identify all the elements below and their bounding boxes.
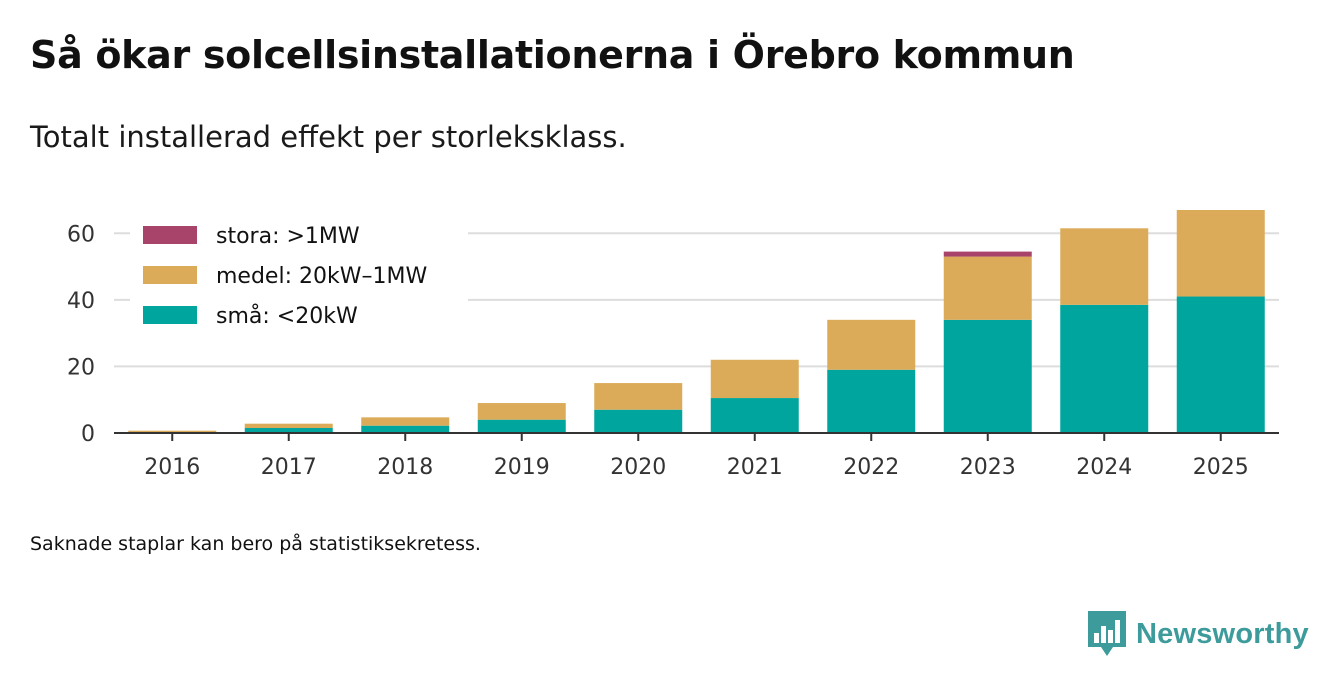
footnote: Saknade staplar kan bero på statistiksek… xyxy=(30,533,481,555)
bar-medel-2017 xyxy=(244,423,333,429)
legend-label-stora: stora: >1MW xyxy=(216,224,360,249)
bar-sma-2018 xyxy=(361,425,450,433)
x-tick-label: 2019 xyxy=(494,455,550,480)
y-tick-label: 20 xyxy=(67,355,95,380)
y-tick-label: 0 xyxy=(81,422,95,447)
bar-medel-2023 xyxy=(943,256,1032,320)
bar-sma-2022 xyxy=(827,369,916,433)
bar-medel-2025 xyxy=(1176,209,1265,297)
legend-swatch-stora xyxy=(143,226,197,244)
stacked-bar-chart: 0 20 40 60 2016 2017 2018 2019 2020 2021 2022 2023 2… xyxy=(67,209,1279,480)
bar-stora-2023 xyxy=(943,251,1032,257)
chart-title: Så ökar solcellsinstallationerna i Örebr… xyxy=(30,33,1075,77)
bar-medel-2016 xyxy=(128,430,217,433)
bar-medel-2024 xyxy=(1060,228,1149,305)
bar-sma-2021 xyxy=(710,398,799,433)
x-tick-label: 2023 xyxy=(960,455,1016,480)
legend-swatch-sma xyxy=(143,306,197,324)
brand-logo: Newsworthy xyxy=(1088,610,1309,658)
x-tick-label: 2025 xyxy=(1193,455,1249,480)
y-tick-label: 60 xyxy=(67,222,95,247)
bar-medel-2021 xyxy=(710,359,799,399)
brand-name: Newsworthy xyxy=(1136,617,1309,650)
x-tick-label: 2021 xyxy=(727,455,783,480)
x-tick-label: 2020 xyxy=(610,455,666,480)
legend-label-sma: små: <20kW xyxy=(216,303,358,329)
x-tick-label: 2016 xyxy=(144,455,200,480)
bar-sma-2023 xyxy=(943,319,1032,433)
bar-medel-2022 xyxy=(827,319,916,370)
newsworthy-logo-icon xyxy=(1088,611,1126,656)
bar-sma-2025 xyxy=(1176,296,1265,433)
legend-swatch-medel xyxy=(143,266,197,284)
chart-subtitle: Totalt installerad effekt per storlekskl… xyxy=(30,120,627,154)
bar-sma-2017 xyxy=(244,428,333,433)
x-tick-label: 2018 xyxy=(377,455,433,480)
bar-sma-2024 xyxy=(1060,304,1149,433)
y-tick-label: 40 xyxy=(67,289,95,314)
bar-medel-2020 xyxy=(594,383,683,410)
x-tick-label: 2024 xyxy=(1076,455,1132,480)
legend-label-medel: medel: 20kW–1MW xyxy=(216,264,427,289)
bar-sma-2019 xyxy=(477,419,566,433)
bar-sma-2020 xyxy=(594,409,683,433)
bar-medel-2018 xyxy=(361,417,450,426)
x-tick-label: 2017 xyxy=(261,455,317,480)
bar-medel-2019 xyxy=(477,403,566,420)
x-tick-label: 2022 xyxy=(843,455,899,480)
